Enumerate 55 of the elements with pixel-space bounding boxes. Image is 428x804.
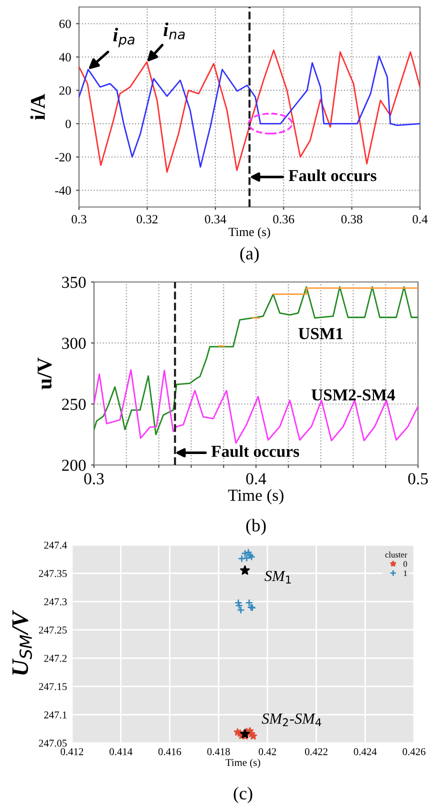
series-label: USM2-SM4 — [311, 389, 396, 401]
y-tick-label: 247.35 — [38, 570, 67, 578]
y-tick-label: 247.1 — [44, 711, 67, 718]
legend-label: 1 — [404, 570, 407, 576]
x-tick-label: 0.4 — [412, 215, 428, 224]
y-tick-label: 300 — [62, 338, 86, 349]
x-tick-label: 0.4 — [246, 473, 266, 484]
x-tick-label: 0.414 — [110, 748, 132, 756]
x-tick-label: 0.38 — [341, 215, 362, 224]
y-tick-label: 247.25 — [38, 626, 67, 634]
text: (a) — [240, 246, 259, 264]
text: (c) — [234, 786, 252, 804]
series-label: USM1 — [298, 328, 343, 340]
x-tick-label: 0.426 — [402, 748, 426, 756]
y-tick-label: 200 — [62, 460, 86, 471]
x-axis-title: Time (s) — [228, 227, 270, 239]
annotation: Fault occurs — [288, 169, 376, 182]
x-tick-label: 0.422 — [304, 748, 328, 756]
x-tick-label: 0.418 — [207, 748, 230, 756]
y-axis-title: i/A — [30, 94, 45, 120]
y-tick-label: 247.3 — [44, 598, 67, 606]
y-tick-label: 60 — [59, 20, 71, 28]
y-tick-label: 247.2 — [44, 654, 67, 662]
y-tick-label: 250 — [62, 398, 86, 410]
y-tick-label: 20 — [59, 86, 71, 95]
x-tick-label: 0.5 — [408, 473, 428, 484]
y-axis-title: U$_{SM}$/V — [12, 610, 32, 675]
annotation: Fault occurs — [211, 445, 300, 458]
x-axis-title: Time (s) — [226, 758, 260, 768]
x-tick-label: 0.34 — [204, 215, 226, 224]
x-tick-label: 0.412 — [60, 748, 84, 756]
x-tick-label: 0.36 — [273, 215, 294, 224]
x-tick-label: 0.32 — [136, 215, 158, 224]
y-tick-label: 350 — [62, 276, 86, 288]
y-tick-label: 247.05 — [38, 740, 67, 747]
legend-label: 0 — [403, 561, 408, 567]
x-tick-label: 0.424 — [354, 748, 377, 756]
y-tick-label: -40 — [55, 186, 71, 195]
x-axis-title: Time (s) — [228, 489, 284, 504]
annotation: i$_{pa}$ — [113, 28, 134, 48]
annotation: SM$_{1}$ — [264, 570, 291, 584]
annotation: SM$_{2}$-SM$_{4}$ — [262, 713, 322, 726]
annotation: i$_{na}$ — [164, 22, 185, 40]
x-tick-label: 0.3 — [72, 215, 86, 224]
y-tick-label: 247.4 — [44, 542, 67, 549]
y-tick-label: 0 — [66, 120, 71, 128]
text: (b) — [246, 518, 266, 536]
legend-title: cluster — [385, 552, 408, 558]
x-tick-label: 0.416 — [158, 748, 182, 756]
x-tick-label: 0.42 — [258, 748, 276, 756]
y-tick-label: 40 — [59, 53, 71, 62]
y-axis-title: u/V — [38, 358, 52, 390]
y-tick-label: -20 — [55, 153, 71, 162]
x-tick-label: 0.3 — [84, 473, 104, 484]
y-tick-label: 247.15 — [38, 683, 67, 690]
